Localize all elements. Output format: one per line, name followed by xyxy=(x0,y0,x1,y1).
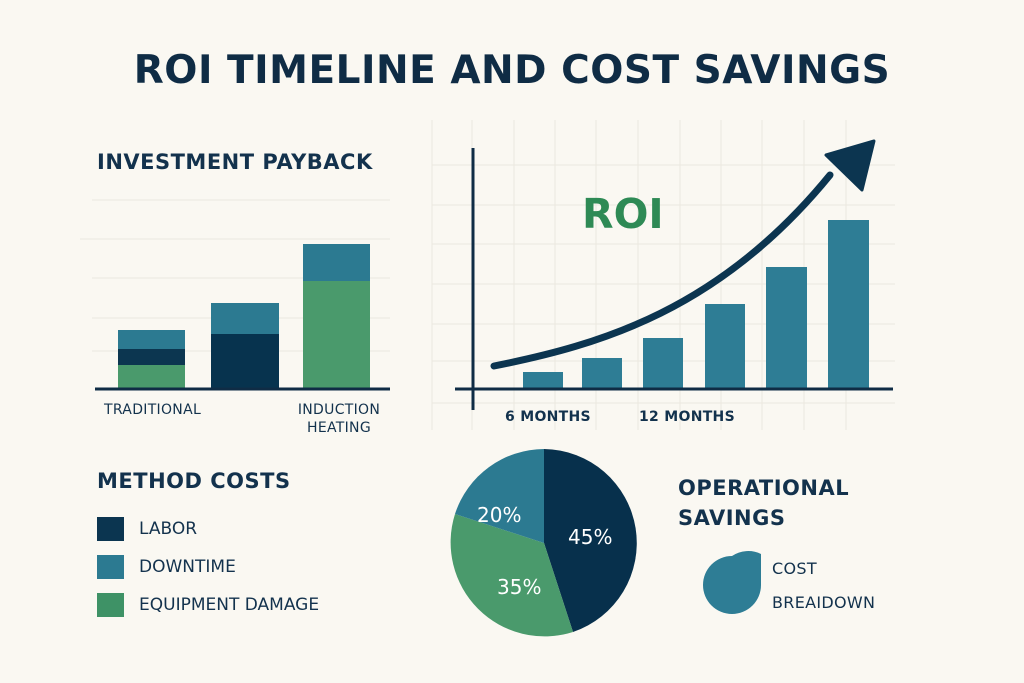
roi-bars xyxy=(523,220,869,388)
downtime-swatch xyxy=(97,555,124,579)
page-title: ROI TIMELINE AND COST SAVINGS xyxy=(133,48,891,93)
operational-heading-line2: SAVINGS xyxy=(678,506,786,530)
pie-slice-45 xyxy=(544,449,637,632)
pie-label-20: 20% xyxy=(477,503,522,527)
pie-slice-20 xyxy=(455,449,544,543)
roi-bar-4 xyxy=(705,304,745,388)
label-induction-heating: INDUCTION HEATING xyxy=(294,402,384,436)
label-traditional: TRADITIONAL xyxy=(104,402,202,418)
legend-label-equipment-damage: EQUIPMENT DAMAGE xyxy=(139,595,320,615)
droplet-icon xyxy=(703,551,761,614)
breakdown-label: BREAIDOWN xyxy=(772,593,876,612)
method-costs-legend: LABOR DOWNTIME EQUIPMENT DAMAGE xyxy=(97,517,319,617)
tick-12-months: 12 MONTHS xyxy=(639,409,735,425)
equipment-damage-swatch xyxy=(97,593,124,617)
roi-bar-2 xyxy=(582,358,622,388)
payback-bar-induction xyxy=(303,244,370,389)
roi-bar-6 xyxy=(828,220,869,388)
legend-label-downtime: DOWNTIME xyxy=(139,557,236,577)
legend-label-labor: LABOR xyxy=(139,519,198,539)
label-induction-line2: HEATING xyxy=(307,420,371,436)
roi-label: ROI xyxy=(582,190,664,238)
trend-arrow-icon xyxy=(490,139,876,370)
legend-item-downtime: DOWNTIME xyxy=(97,555,319,579)
operational-heading-line1: OPERATIONAL xyxy=(678,476,850,500)
method-costs-heading: METHOD COSTS xyxy=(97,469,291,493)
labor-swatch xyxy=(97,517,124,541)
roi-bar-3 xyxy=(643,338,683,388)
legend-item-labor: LABOR xyxy=(97,517,319,541)
pie-slice-35 xyxy=(450,514,573,637)
payback-bar-middle xyxy=(211,303,279,389)
roi-bar-1 xyxy=(523,372,563,388)
label-induction-line1: INDUCTION xyxy=(297,402,381,418)
pie-label-35: 35% xyxy=(497,575,542,599)
investment-payback-heading: INVESTMENT PAYBACK xyxy=(97,150,373,174)
tick-6-months: 6 MONTHS xyxy=(505,409,591,425)
roi-bar-5 xyxy=(766,267,807,388)
pie-label-45: 45% xyxy=(568,525,613,549)
payback-bar-traditional xyxy=(118,330,185,389)
operational-pie-chart xyxy=(450,449,637,637)
operational-savings-heading: OPERATIONAL SAVINGS xyxy=(678,473,849,533)
cost-label: COST xyxy=(772,559,817,578)
legend-item-equipment-damage: EQUIPMENT DAMAGE xyxy=(97,593,319,617)
